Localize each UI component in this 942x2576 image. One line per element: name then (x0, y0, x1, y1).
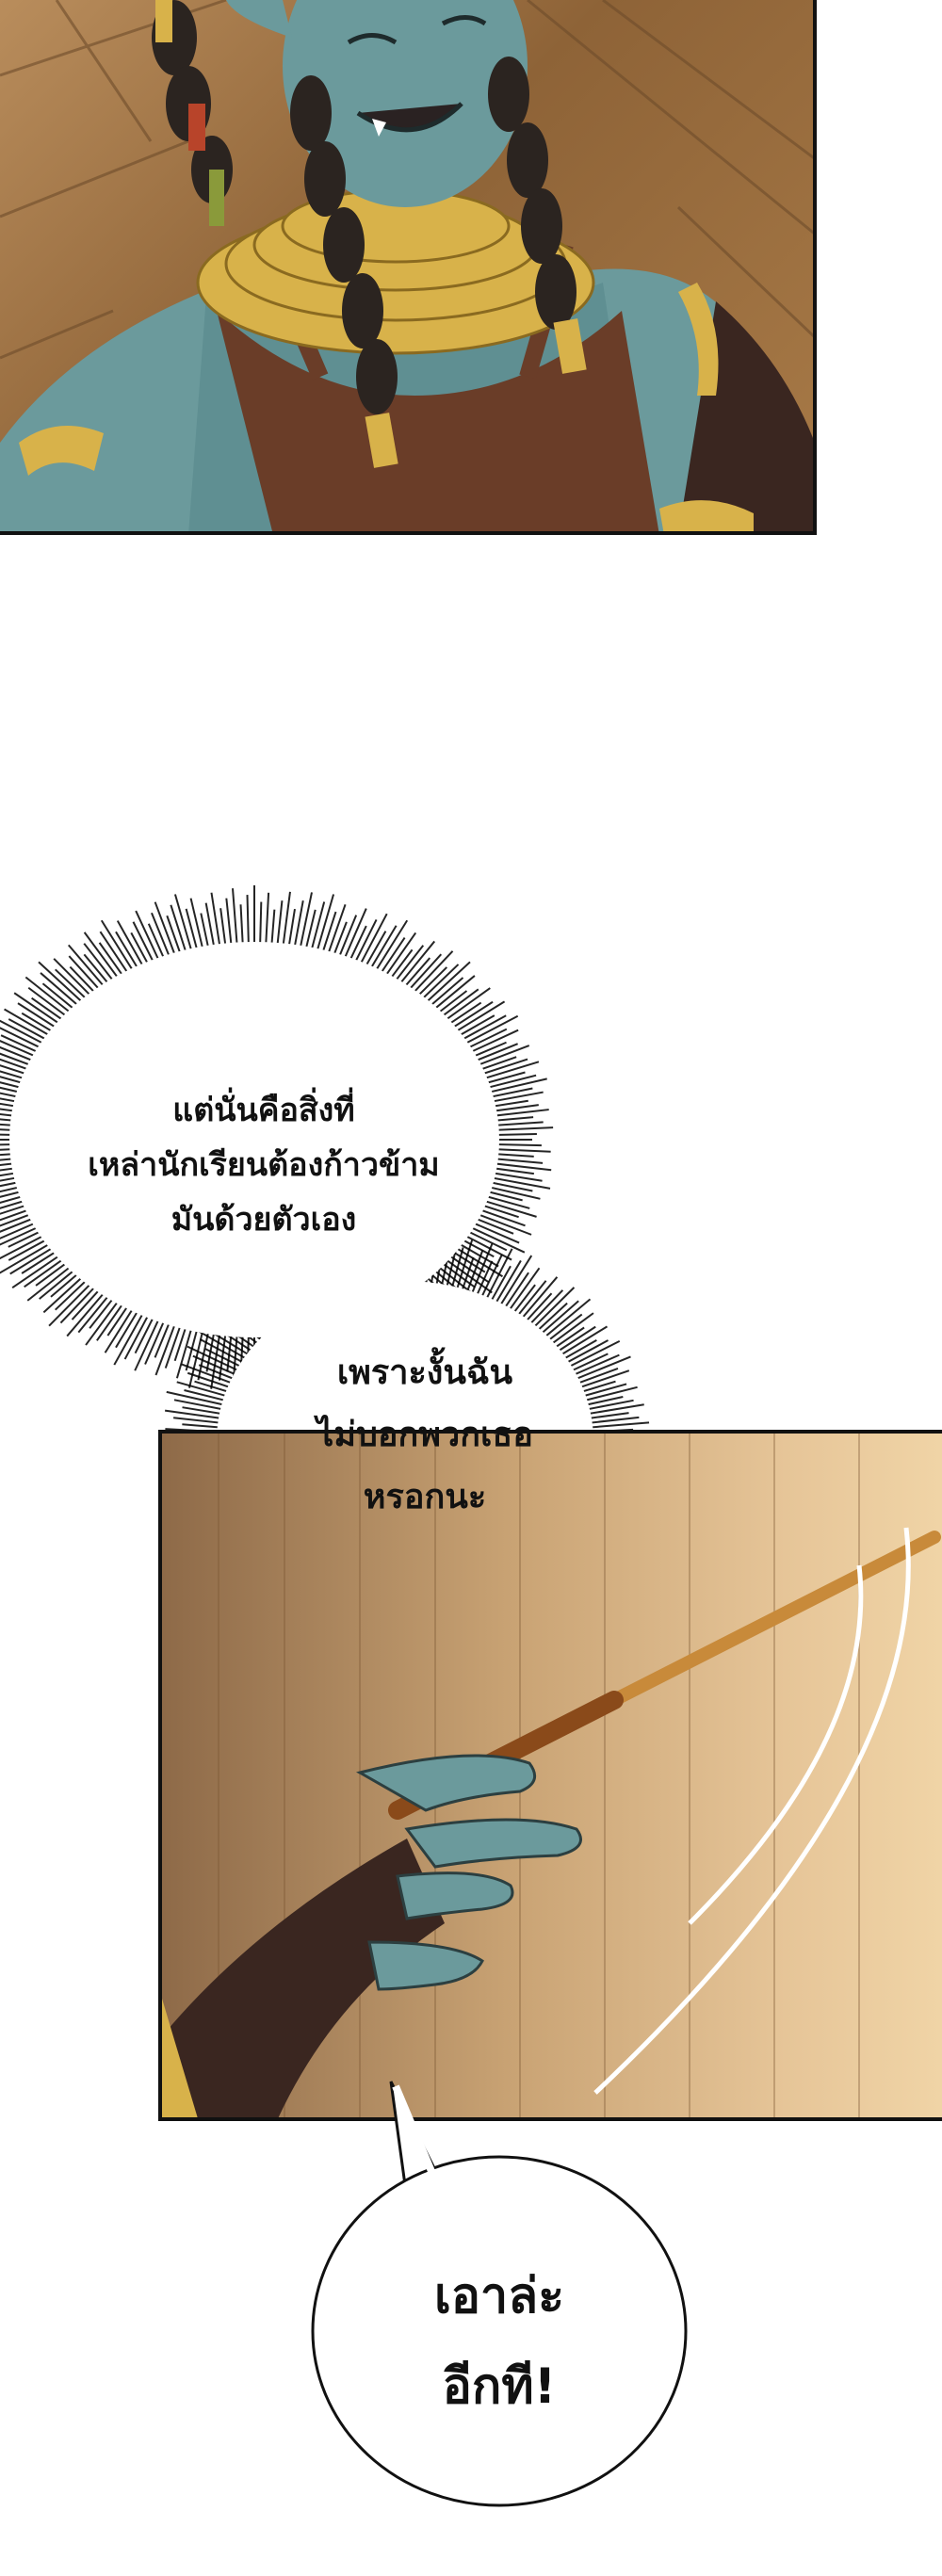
bubble2-line1: เพราะงั้นฉัน (336, 1353, 513, 1392)
bubble3-line1: เอาล่ะ (434, 2268, 564, 2325)
bubble1-line2: เหล่านักเรียนต้องก้าวข้าม (88, 1146, 440, 1184)
speech-bubble-1-text: แต่นั่นคือสิ่งที่ เหล่านักเรียนต้องก้าวข… (38, 1083, 490, 1247)
character-smiling-illustration (0, 0, 813, 531)
bubble1-line1: แต่นั่นคือสิ่งที่ (172, 1092, 355, 1129)
comic-panel-top (0, 0, 817, 535)
bubble1-line3: มันด้วยตัวเอง (171, 1201, 357, 1239)
speech-bubble-3 (311, 2081, 688, 2507)
bubble3-line2: อีกที! (442, 2358, 557, 2415)
bubble2-line2: ไม่บอกพวกเธอ (317, 1416, 533, 1454)
bubble2-line3: หรอกนะ (363, 1478, 487, 1516)
comic-panel-bottom (158, 1430, 942, 2121)
spiky-bubble-1 (9, 942, 499, 1337)
hand-holding-wand-illustration (162, 1434, 941, 2117)
speech-bubble-2-text: เพราะงั้นฉัน ไม่บอกพวกเธอ หรอกนะ (241, 1342, 609, 1529)
speech-bubble-3-text: เอาล่ะ อีกที! (311, 2251, 688, 2432)
